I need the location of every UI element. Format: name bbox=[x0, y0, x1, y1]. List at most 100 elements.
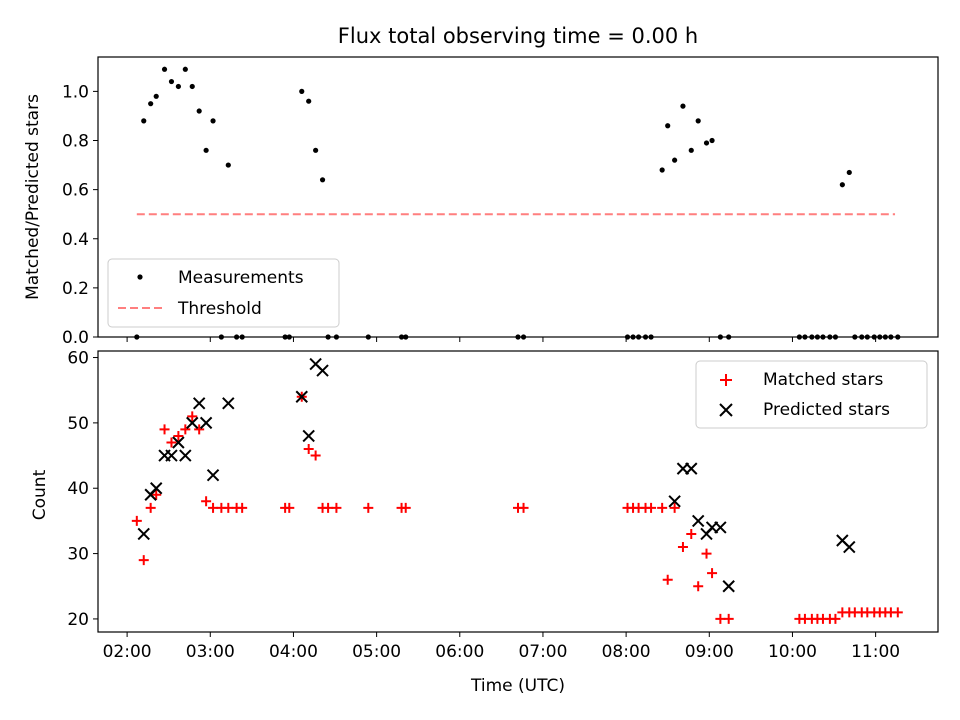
matched-star-point bbox=[662, 574, 673, 585]
measurement-point bbox=[189, 83, 195, 90]
x-tick-label: 10:00 bbox=[768, 642, 817, 662]
matched-star-point bbox=[173, 430, 184, 441]
matched-star-point bbox=[159, 424, 170, 435]
ratio-y-ticks: 0.0 0.2 0.4 0.6 0.8 1.0 bbox=[62, 82, 98, 348]
measurement-point bbox=[871, 334, 877, 340]
measurement-point bbox=[832, 334, 839, 340]
y-tick-label: 20 bbox=[67, 610, 89, 630]
x-tick-label: 05:00 bbox=[352, 642, 401, 662]
ratio-legend: Measurements Threshold bbox=[107, 258, 340, 328]
measurement-point bbox=[888, 334, 894, 340]
legend-measurements-label: Measurements bbox=[178, 268, 304, 288]
measurement-point bbox=[134, 334, 140, 340]
x-tick-label: 07:00 bbox=[518, 642, 567, 662]
count-x-ticks: 02:00 03:00 04:00 05:00 06:00 07:00 08:00 09:00… bbox=[103, 632, 900, 662]
measurement-point bbox=[630, 334, 636, 340]
x-tick-label: 08:00 bbox=[602, 642, 651, 662]
measurement-point bbox=[196, 108, 202, 114]
legend-measurements-swatch bbox=[137, 274, 143, 280]
measurement-point bbox=[814, 334, 821, 340]
predicted-star-point bbox=[691, 514, 705, 528]
measurement-point bbox=[225, 162, 231, 168]
matched-star-point bbox=[686, 528, 697, 539]
predicted-star-point bbox=[668, 495, 681, 508]
predicted-star-point bbox=[316, 364, 329, 377]
measurement-point bbox=[218, 334, 224, 340]
matched-star-point bbox=[145, 502, 156, 513]
ratio-marks bbox=[134, 66, 901, 340]
measurement-point bbox=[520, 334, 527, 340]
matched-star-point bbox=[166, 437, 177, 448]
matched-star-point bbox=[284, 502, 295, 513]
y-tick-label: 0.4 bbox=[62, 230, 89, 250]
matched-star-point bbox=[303, 444, 314, 455]
y-tick-label: 30 bbox=[67, 545, 89, 565]
y-tick-label: 60 bbox=[67, 349, 89, 369]
measurement-point bbox=[153, 93, 159, 99]
measurement-point bbox=[203, 147, 209, 153]
ratio-legend-frame bbox=[107, 258, 340, 328]
measurement-point bbox=[515, 334, 521, 340]
measurement-point bbox=[398, 334, 405, 340]
y-tick-label: 0.8 bbox=[62, 132, 89, 152]
matched-star-point bbox=[892, 607, 903, 618]
measurement-point bbox=[306, 98, 312, 104]
predicted-star-point bbox=[137, 527, 150, 541]
measurement-point bbox=[319, 177, 326, 183]
y-tick-label: 0.0 bbox=[62, 328, 89, 348]
predicted-star-point bbox=[192, 397, 206, 410]
matched-star-point bbox=[237, 502, 248, 513]
measurement-point bbox=[680, 103, 686, 109]
measurement-point bbox=[859, 334, 865, 340]
legend-threshold-label: Threshold bbox=[177, 299, 262, 319]
measurement-point bbox=[717, 334, 723, 340]
measurement-point bbox=[325, 334, 331, 340]
matched-star-point bbox=[201, 496, 212, 507]
measurement-point bbox=[839, 182, 845, 188]
measurement-point bbox=[796, 334, 802, 340]
y-tick-label: 1.0 bbox=[62, 82, 89, 102]
matched-star-point bbox=[180, 424, 191, 435]
measurement-point bbox=[403, 334, 409, 340]
measurement-point bbox=[313, 147, 319, 153]
x-tick-label: 06:00 bbox=[435, 642, 484, 662]
count-y-ticks: 20 30 40 50 60 bbox=[67, 349, 98, 630]
matched-star-point bbox=[646, 502, 657, 513]
measurement-point bbox=[168, 78, 175, 85]
matched-star-point bbox=[669, 502, 680, 513]
count-legend-frame bbox=[695, 360, 928, 429]
measurement-point bbox=[282, 334, 288, 340]
matched-star-point bbox=[151, 489, 162, 500]
measurement-point bbox=[820, 334, 826, 340]
measurement-point bbox=[642, 334, 649, 340]
matched-star-point bbox=[187, 411, 198, 422]
measurement-point bbox=[852, 334, 858, 340]
predicted-star-point bbox=[186, 416, 199, 430]
predicted-star-point bbox=[295, 390, 308, 403]
measurement-point bbox=[333, 334, 340, 340]
matched-star-point bbox=[194, 424, 205, 435]
matched-star-point bbox=[677, 542, 688, 553]
matched-star-point bbox=[131, 515, 142, 526]
predicted-star-point bbox=[179, 449, 192, 462]
measurement-point bbox=[827, 334, 833, 340]
predicted-star-point bbox=[843, 540, 856, 554]
matched-star-point bbox=[701, 548, 712, 559]
measurement-point bbox=[175, 83, 181, 90]
matched-star-point bbox=[331, 502, 342, 513]
measurement-point bbox=[809, 334, 815, 340]
measurement-point bbox=[882, 334, 888, 340]
predicted-star-point bbox=[199, 416, 213, 430]
count-marks bbox=[131, 357, 903, 624]
measurement-point bbox=[648, 334, 654, 340]
legend-predicted-swatch bbox=[719, 403, 733, 417]
measurement-point bbox=[846, 169, 852, 176]
x-tick-label: 04:00 bbox=[269, 642, 318, 662]
measurement-point bbox=[365, 334, 371, 340]
measurement-point bbox=[239, 334, 245, 340]
ratio-x-ticks bbox=[126, 337, 877, 342]
y-tick-label: 40 bbox=[67, 479, 89, 499]
matched-star-point bbox=[830, 613, 841, 624]
measurement-point bbox=[182, 66, 188, 72]
